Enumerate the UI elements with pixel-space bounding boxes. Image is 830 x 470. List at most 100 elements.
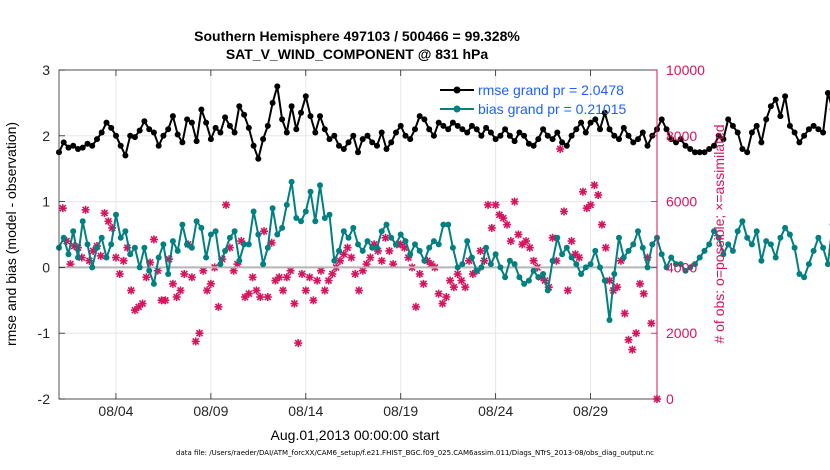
rmse-point	[416, 113, 423, 120]
bias-point	[283, 201, 290, 208]
bias-point	[94, 244, 100, 251]
legend-rmse-label: rmse grand pr = 2.0478	[478, 82, 624, 98]
rmse-point	[810, 122, 817, 129]
bias-point	[445, 221, 452, 228]
rmse-point	[701, 149, 708, 156]
rmse-point	[198, 106, 205, 113]
obs-point	[415, 269, 424, 278]
bias-point	[435, 241, 442, 248]
rmse-point	[174, 131, 181, 138]
x-axis-label: Aug.01,2013 00:00:00 start	[271, 427, 440, 443]
rmse-point	[207, 136, 214, 143]
obs-point	[320, 286, 329, 295]
obs-point	[457, 276, 466, 285]
rmse-point	[744, 149, 751, 156]
obs-point	[503, 220, 512, 229]
rmse-point	[378, 129, 385, 136]
rmse-point	[530, 142, 537, 149]
bias-point	[288, 178, 295, 185]
rmse-point	[89, 142, 96, 149]
obs-point	[594, 191, 603, 200]
rmse-point	[644, 142, 651, 149]
obs-point	[305, 273, 314, 282]
plot-area	[59, 70, 657, 399]
obs-point	[206, 279, 215, 288]
bias-point	[317, 182, 323, 189]
x-tick-label: 08/04	[98, 403, 133, 419]
rmse-point	[516, 129, 523, 136]
bias-point	[397, 231, 404, 238]
obs-point	[438, 299, 447, 308]
obs-point	[260, 227, 269, 236]
rmse-point	[141, 118, 148, 125]
obs-point	[168, 279, 177, 288]
bias-point	[630, 241, 637, 248]
bias-point	[440, 221, 447, 228]
obs-point	[484, 200, 493, 209]
rmse-point	[70, 142, 77, 149]
bias-point	[711, 228, 717, 235]
rmse-series	[56, 83, 830, 162]
rmse-point	[231, 129, 238, 136]
obs-point	[476, 246, 485, 255]
legend-bias-label: bias grand pr = 0.21015	[478, 101, 626, 117]
bias-point	[188, 244, 195, 251]
bias-point	[635, 228, 641, 235]
bias-point	[473, 267, 480, 274]
bias-point	[241, 241, 248, 248]
rmse-point	[160, 132, 167, 139]
bias-point	[673, 261, 679, 268]
rmse-point	[540, 126, 547, 133]
obs-point	[385, 246, 394, 255]
rmse-point	[117, 142, 124, 149]
rmse-point	[426, 126, 433, 133]
bias-point	[796, 271, 803, 277]
rmse-point	[544, 132, 551, 139]
rmse-point	[578, 119, 585, 126]
obs-point	[563, 286, 572, 295]
obs-point	[620, 309, 629, 318]
rmse-point	[786, 122, 793, 129]
bias-point	[525, 277, 532, 284]
y-right-tick-label: 10000	[666, 62, 705, 78]
rmse-point	[763, 116, 770, 123]
axis-ticks: 08/04 08/09 08/14 08/19 08/24 08/29 -2 -1 0 1 2 3 0 2…	[38, 62, 706, 419]
bias-point	[336, 247, 342, 254]
bias-point	[203, 254, 210, 261]
rmse-point	[449, 119, 456, 126]
x-tick-label: 08/29	[573, 403, 608, 419]
bias-point	[478, 264, 485, 271]
obs-point	[514, 230, 523, 239]
bias-point	[179, 221, 186, 228]
bias-point	[364, 238, 371, 245]
rmse-point	[60, 139, 67, 146]
bias-point	[720, 251, 727, 258]
bias-point	[521, 280, 528, 287]
obs-point	[506, 237, 515, 246]
obs-point	[279, 286, 288, 295]
rmse-point	[79, 144, 86, 151]
obs-point	[222, 200, 231, 209]
obs-point	[176, 286, 185, 295]
rmse-point	[597, 126, 603, 133]
obs-point	[104, 217, 113, 226]
rmse-point	[554, 129, 561, 136]
obs-point	[294, 339, 303, 348]
obs-point	[632, 329, 641, 338]
rmse-point	[108, 124, 115, 131]
rmse-point	[217, 129, 224, 136]
rmse-point	[677, 136, 684, 143]
y-axis-left-label: rmse and bias (model - observation)	[3, 122, 19, 346]
bias-point	[748, 241, 755, 248]
x-tick-label: 08/09	[193, 403, 228, 419]
obs-point	[639, 289, 648, 298]
bias-point	[758, 257, 765, 264]
rmse-point	[711, 142, 717, 149]
rmse-point	[506, 132, 513, 139]
bias-point	[677, 261, 684, 268]
obs-point	[191, 337, 200, 346]
rmse-point	[364, 132, 371, 139]
y-left-tick-label: -1	[38, 325, 51, 341]
bias-point	[298, 218, 304, 225]
bias-point	[597, 264, 603, 271]
